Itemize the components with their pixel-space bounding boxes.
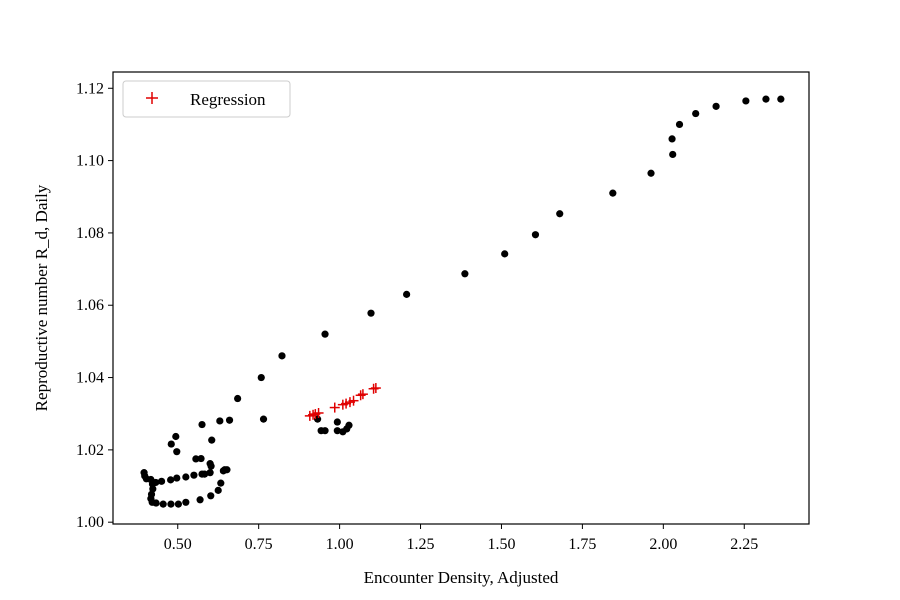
legend-box (122, 80, 291, 118)
legend: Regression (122, 80, 291, 118)
data-point (259, 415, 268, 423)
data-point (167, 476, 175, 484)
data-point (675, 120, 684, 129)
data-point (149, 485, 157, 493)
y-tick-label: 1.10 (76, 153, 104, 170)
data-point (403, 290, 411, 298)
y-tick-label: 1.12 (76, 80, 104, 97)
y-tick-label: 1.02 (76, 442, 104, 459)
data-point (321, 330, 329, 338)
data-point (207, 492, 215, 500)
x-axis-label: Encounter Density, Adjusted (364, 568, 559, 587)
data-point (197, 454, 205, 463)
y-axis-label: Reproductive number R_d, Daily (32, 184, 51, 411)
data-point (157, 477, 166, 485)
data-point (367, 309, 375, 317)
y-tick-label: 1.00 (76, 514, 104, 531)
x-tick-label: 1.75 (568, 536, 596, 553)
data-point (669, 150, 677, 159)
legend-marker-regression (146, 92, 158, 104)
regression-point (370, 383, 381, 394)
regression-point (355, 390, 366, 401)
data-point (192, 455, 200, 463)
data-point (712, 102, 720, 110)
data-point (762, 95, 770, 103)
x-tick-label: 0.50 (164, 536, 192, 553)
data-point (692, 109, 700, 118)
data-point (201, 470, 209, 478)
data-point (206, 469, 214, 477)
data-point (173, 448, 181, 456)
data-point (333, 418, 341, 426)
data-point (217, 479, 225, 487)
regression-point (329, 402, 340, 413)
data-point (219, 467, 227, 475)
data-point (182, 498, 190, 506)
plot-frame (112, 71, 810, 525)
data-point (142, 475, 150, 483)
data-point (174, 500, 182, 508)
data-point (167, 440, 175, 448)
data-point (182, 473, 190, 481)
data-point (742, 97, 750, 105)
x-tick-label: 2.25 (730, 536, 758, 553)
y-tick-label: 1.06 (76, 297, 104, 314)
data-point (167, 500, 175, 508)
data-point (208, 436, 216, 444)
x-tick-label: 1.50 (487, 536, 515, 553)
y-tick-label: 1.04 (76, 370, 104, 387)
regression-point (348, 395, 359, 406)
data-point (777, 95, 785, 103)
data-point (345, 421, 353, 429)
data-point (647, 169, 655, 177)
data-point (609, 189, 617, 197)
data-point (556, 210, 564, 218)
data-point (196, 496, 204, 504)
data-point (234, 394, 242, 403)
legend-label-regression: Regression (190, 90, 266, 109)
data-point (173, 474, 181, 482)
x-tick-label: 0.75 (245, 536, 273, 553)
data-point (198, 420, 206, 429)
regression-point (357, 389, 368, 400)
x-tick-label: 2.00 (649, 536, 677, 553)
data-point (190, 471, 198, 479)
data-point (214, 486, 222, 494)
data-point (216, 417, 224, 425)
plot-area (140, 95, 785, 508)
data-point (321, 427, 329, 435)
data-point (172, 432, 180, 441)
data-point (140, 469, 148, 477)
data-point (152, 499, 160, 507)
data-point (461, 270, 469, 278)
data-point (257, 373, 265, 382)
data-point (333, 427, 341, 435)
data-point (225, 416, 234, 424)
data-point (278, 352, 286, 360)
data-point (531, 231, 540, 239)
y-tick-label: 1.08 (76, 225, 104, 242)
data-point (207, 462, 215, 470)
regression-point (313, 407, 324, 418)
x-tick-label: 1.25 (407, 536, 435, 553)
data-point (159, 500, 167, 508)
data-point (668, 135, 676, 143)
x-tick-label: 1.00 (326, 536, 354, 553)
axes: 0.50 0.75 1.00 1.25 1.50 1.75 2.00 2.25 1.00 1.02… (76, 71, 810, 553)
data-point (501, 250, 509, 258)
